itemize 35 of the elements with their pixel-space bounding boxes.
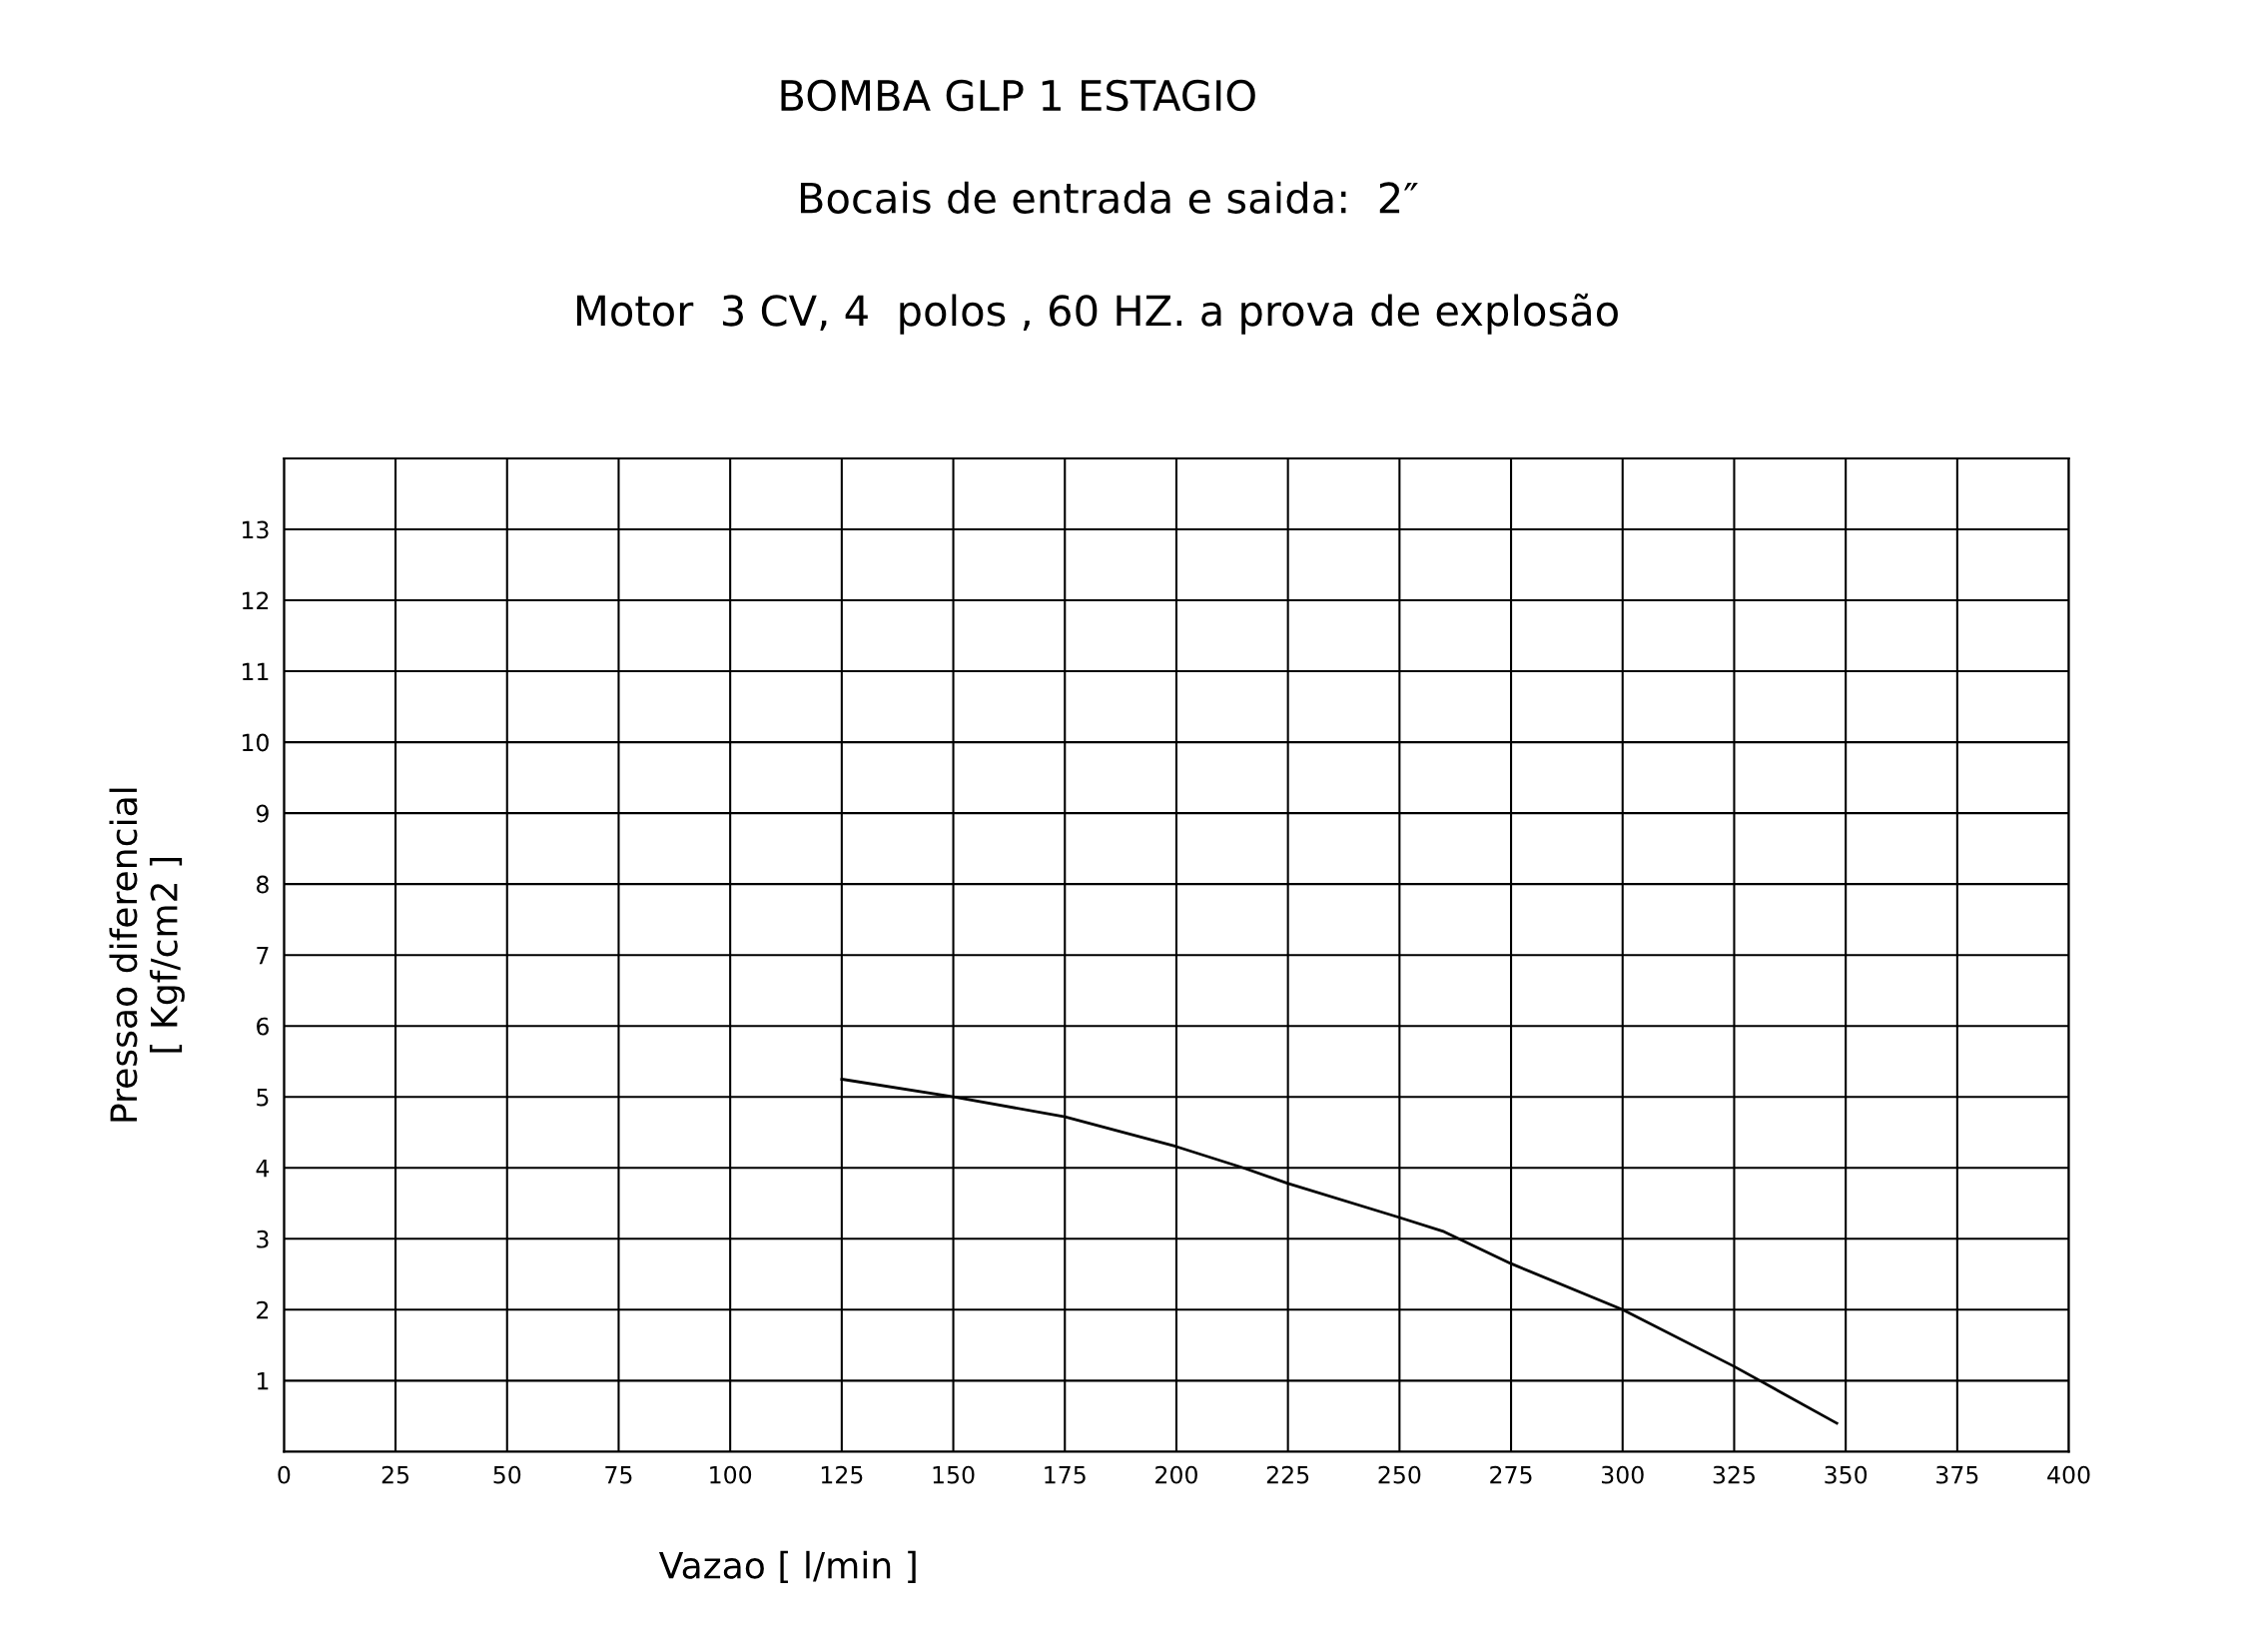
y-tick-label: 1: [258, 1372, 269, 1390]
y-tick-label: 3: [257, 1230, 269, 1248]
x-tick-label: 350: [1825, 1465, 1868, 1484]
y-tick-label: 11: [243, 662, 269, 681]
y-axis-title: Pressao diferencial [ Kgf/cm2 ]: [109, 788, 185, 1122]
x-tick-label: 375: [1936, 1465, 1978, 1484]
y-tick-label: 2: [257, 1300, 269, 1319]
y-tick-label: 13: [243, 520, 269, 539]
x-tick-label: 75: [605, 1465, 632, 1484]
x-tick-label: 125: [821, 1465, 863, 1484]
x-tick-label: 200: [1155, 1465, 1197, 1484]
x-tick-label: 275: [1490, 1465, 1532, 1484]
x-tick-label: 25: [381, 1465, 409, 1484]
y-tick-label: 12: [243, 591, 269, 610]
x-tick-label: 150: [933, 1465, 975, 1484]
y-tick-label: 9: [256, 804, 269, 823]
x-tick-label: 100: [710, 1465, 752, 1484]
x-tick-label: 0: [278, 1465, 291, 1484]
y-tick-label: 4: [256, 1160, 270, 1178]
chart-title: BOMBA GLP 1 ESTAGIO: [781, 79, 1255, 112]
x-tick-label: 225: [1266, 1465, 1309, 1484]
text: Motor 3 CV, 4 polos , 60 HZ. a prova de explosão: [576, 293, 1618, 335]
y-tick-label: 6: [257, 1017, 269, 1036]
y-tick-label: 8: [257, 875, 269, 894]
x-tick-label: 325: [1713, 1465, 1755, 1484]
y-tick-label: 7: [257, 946, 269, 965]
y-tick-label: 5: [257, 1088, 269, 1107]
y-tick-label: 10: [243, 733, 269, 752]
x-tick-label: 400: [2047, 1465, 2090, 1484]
x-tick-label: 175: [1045, 1465, 1086, 1484]
x-tick-label: 50: [493, 1465, 521, 1484]
x-tick-label: 250: [1378, 1465, 1421, 1484]
x-tick-label: 300: [1602, 1465, 1644, 1484]
chart-subtitle: Bocais de entrada e saida: 2″: [800, 181, 1418, 214]
x-axis-title: Vazao [ l/min ]: [658, 1550, 916, 1584]
